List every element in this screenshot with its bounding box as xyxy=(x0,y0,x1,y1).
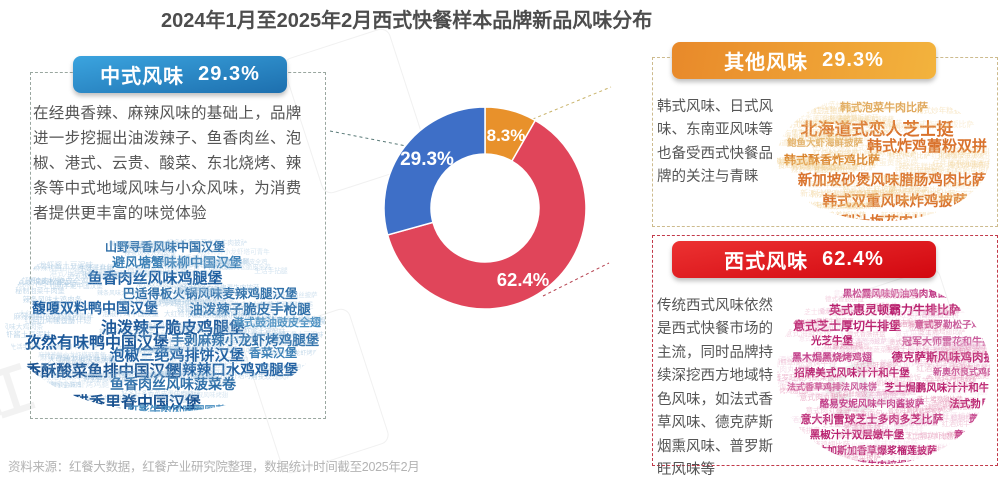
svg-text:29.3%: 29.3% xyxy=(400,149,454,170)
svg-text:8.3%: 8.3% xyxy=(487,126,526,145)
svg-text:62.4%: 62.4% xyxy=(497,269,549,290)
